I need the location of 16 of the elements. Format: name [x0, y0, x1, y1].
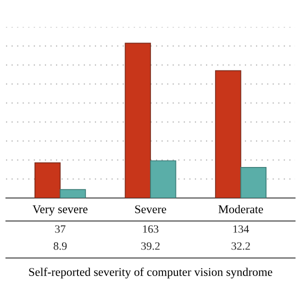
- data-label: 39.2: [141, 242, 160, 250]
- data-label: 8.9: [54, 242, 67, 250]
- x-tick-label: Very severe: [32, 205, 88, 216]
- bar: [34, 162, 61, 198]
- x-axis-title: Self-reported severity of computer vision syndrome: [29, 268, 272, 278]
- bar: [240, 166, 267, 198]
- data-label: 37: [55, 225, 66, 233]
- data-label: 32.2: [232, 242, 250, 250]
- data-label: 163: [143, 225, 158, 233]
- bar: [150, 160, 176, 198]
- bar: [215, 70, 242, 198]
- bar: [60, 189, 86, 198]
- data-label: 134: [233, 225, 249, 233]
- x-tick-label: Severe: [135, 205, 166, 214]
- bar: [124, 42, 151, 198]
- x-tick-label: Moderate: [218, 204, 264, 214]
